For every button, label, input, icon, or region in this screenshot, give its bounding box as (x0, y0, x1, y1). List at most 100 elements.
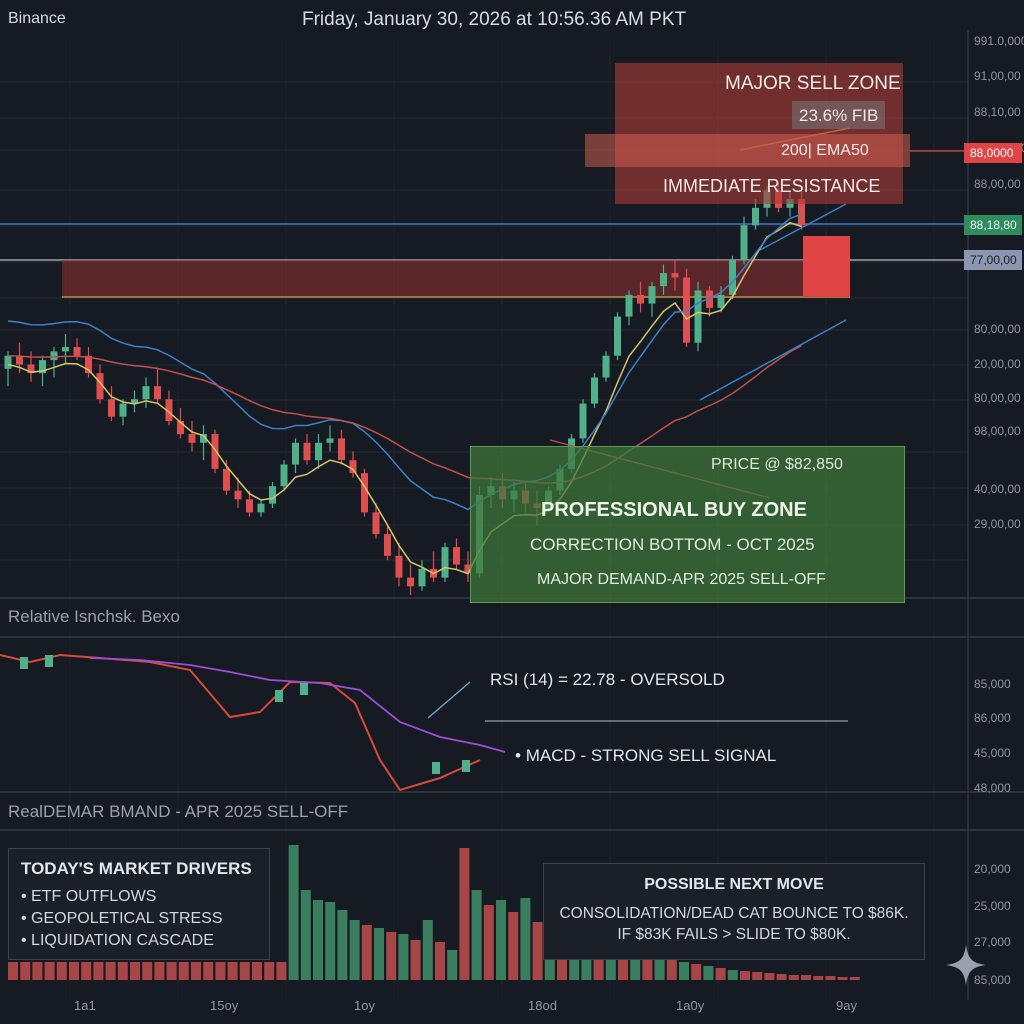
rsi-label: RSI (14) = 22.78 - OVERSOLD (490, 670, 725, 689)
volume-bar (56, 962, 67, 980)
header-datetime: Friday, January 30, 2026 at 10:56.36 AM … (302, 9, 687, 30)
candle-body (85, 355, 92, 374)
volume-bar (191, 962, 201, 980)
rsi-pointer (427, 681, 471, 719)
candle-body (280, 464, 288, 487)
candle-body (154, 386, 161, 400)
rsi-axis-label: 85,000 (974, 677, 1011, 691)
x-axis-label: 18od (528, 998, 557, 1013)
volume-bar (483, 905, 494, 980)
candle-body (315, 442, 322, 461)
candle-body (177, 421, 184, 435)
volume-axis-label: 25,000 (974, 899, 1011, 913)
volume-bar (374, 928, 384, 980)
candle-body (464, 564, 472, 574)
volume-bar (32, 962, 43, 980)
candle-body (108, 399, 115, 417)
volume-bar (361, 925, 372, 980)
candle-body (694, 290, 702, 343)
volume-bar (239, 962, 250, 980)
rsi-signal-line (89, 657, 506, 753)
rsi-axis-label: 45,000 (974, 746, 1011, 760)
rsi-axis-label: 86,000 (974, 711, 1011, 725)
candle-body (418, 568, 426, 587)
demand-label: MAJOR DEMAND-APR 2025 SELL-OFF (537, 571, 826, 588)
volume-bar (435, 942, 445, 980)
volume-bar (252, 962, 262, 980)
volume-axis-label: 85,000 (974, 973, 1011, 987)
candle-body (73, 347, 81, 356)
volume-bar (215, 962, 226, 980)
volume-bar (764, 973, 775, 980)
volume-bar (496, 900, 506, 980)
volume-bar (727, 970, 738, 980)
candle-body (349, 460, 357, 474)
volume-bar (642, 954, 653, 980)
volume-bar (691, 964, 702, 980)
professional-buy-zone (470, 446, 905, 603)
volume-bar (788, 975, 799, 980)
volume-bar (508, 912, 519, 980)
candle-body (625, 294, 633, 317)
next-move-title: POSSIBLE NEXT MOVE (644, 876, 824, 893)
volume-bar (349, 920, 360, 980)
volume-axis-label: 27,000 (974, 935, 1011, 949)
rsi-histogram-bar (300, 683, 308, 695)
volume-bar (849, 977, 860, 980)
price-tag-sell: 88,0000 (964, 143, 1022, 163)
fib-label: 23.6% FIB (799, 106, 879, 125)
volume-bar (410, 940, 421, 980)
volume-bar (227, 962, 238, 980)
candle-body (614, 316, 621, 356)
sparkle-icon (946, 945, 986, 985)
price-tag-mid: 88,18,80 (964, 215, 1022, 235)
candle-body (4, 355, 12, 369)
price-axis-label: 29,00,00 (974, 517, 1021, 531)
price-axis-label: 991.0,000 (974, 34, 1024, 48)
volume-bar (801, 975, 811, 980)
candle-body (16, 355, 23, 365)
candle-body (683, 277, 690, 343)
ema-fast-line (7, 221, 802, 575)
volume-bar (154, 962, 165, 980)
candle-body (62, 347, 69, 352)
candle-body (729, 260, 736, 295)
candle-body (407, 577, 414, 587)
volume-bar (8, 962, 18, 980)
volume-bar (337, 910, 348, 980)
resistance-band (62, 260, 803, 297)
rsi-histogram-bar (432, 762, 440, 774)
projection-line-blue (699, 319, 847, 401)
volume-bar (654, 958, 665, 980)
volume-bar (715, 968, 726, 980)
candle-body (119, 403, 127, 417)
correction-label: CORRECTION BOTTOM - OCT 2025 (530, 535, 815, 554)
candle-body (395, 555, 403, 578)
volume-bar (178, 962, 189, 980)
volume-bar (142, 962, 153, 980)
market-drivers-title: TODAY'S MARKET DRIVERS (21, 859, 252, 878)
x-axis-label: 9ay (836, 998, 857, 1013)
next-move-line1: CONSOLIDATION/DEAD CAT BOUNCE TO $86K. (559, 905, 909, 922)
volume-bar (264, 962, 275, 980)
volume-bar (20, 962, 31, 980)
volume-bar (679, 962, 689, 980)
candle-body (361, 473, 368, 513)
volume-bar (386, 932, 397, 980)
volume-bar (471, 890, 482, 980)
volume-bar (740, 971, 750, 980)
candle-body (246, 499, 253, 513)
rsi-pane-title: Relative Isnchsk. Bexo (8, 607, 180, 626)
volume-bar (93, 962, 104, 980)
candle-body (372, 512, 380, 535)
volume-bar (837, 977, 848, 980)
candle-body (441, 547, 449, 578)
volume-bar (288, 845, 299, 980)
volume-bar (520, 898, 531, 980)
volume-bar (813, 976, 824, 980)
candle-body (706, 290, 713, 308)
price-label: PRICE @ $82,850 (711, 456, 843, 473)
rsi-histogram-bar (275, 690, 283, 702)
candle-body (142, 386, 150, 400)
price-axis-label: 80,00,00 (974, 322, 1021, 336)
